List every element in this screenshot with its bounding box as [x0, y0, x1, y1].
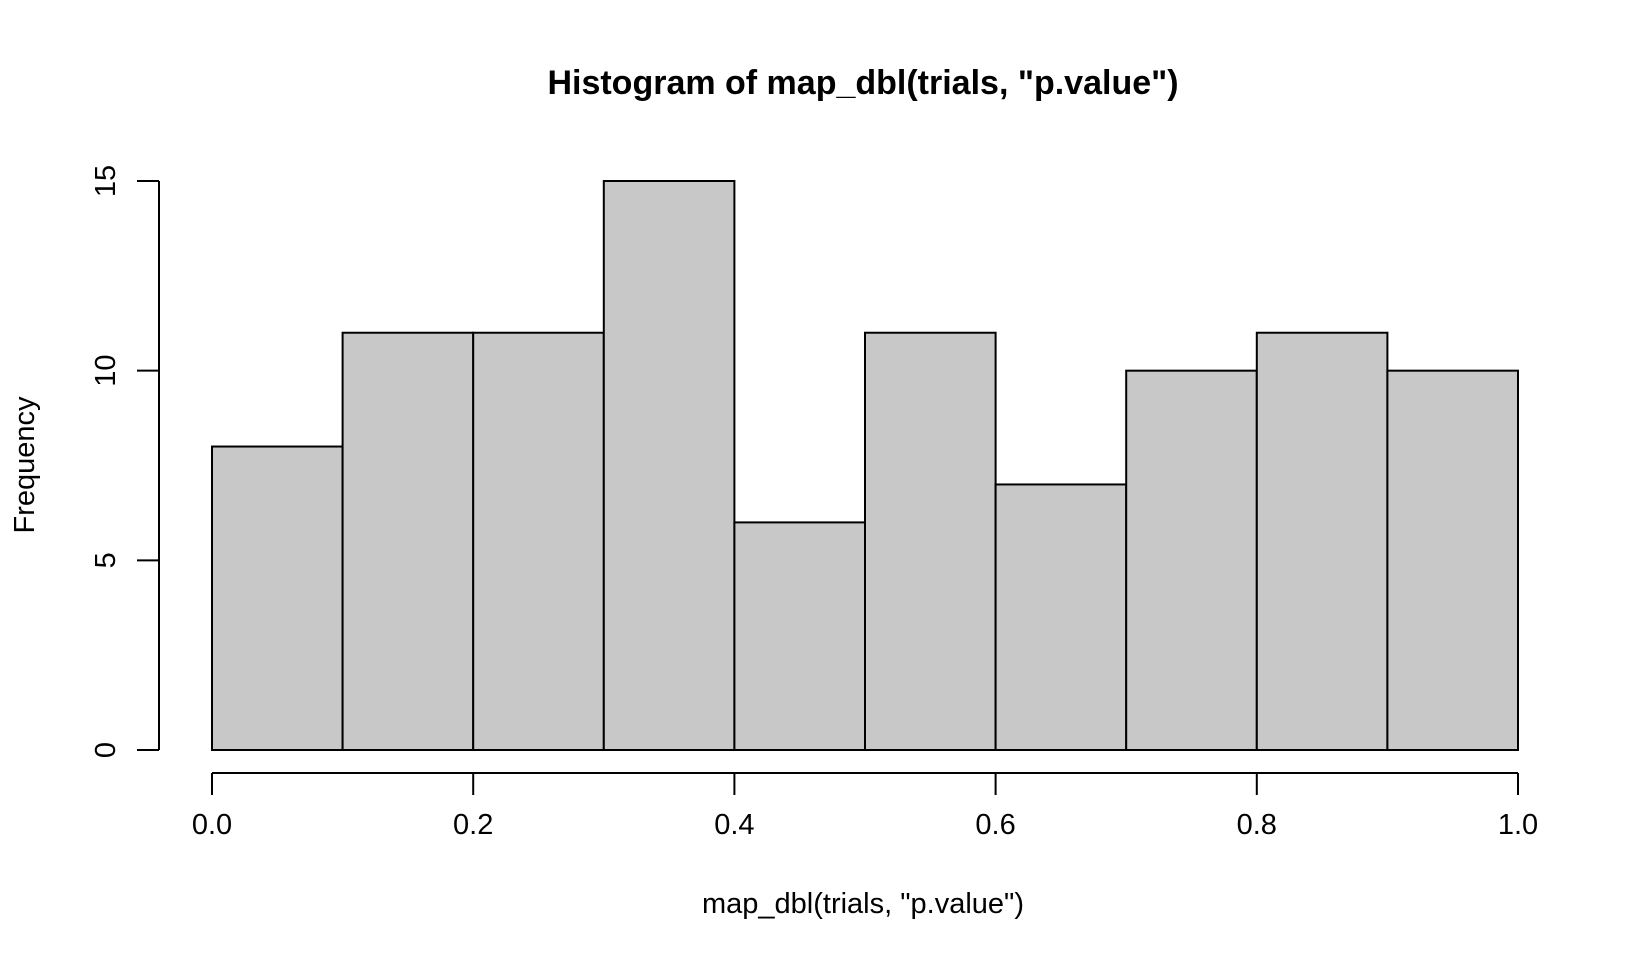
y-tick-label-3: 15	[90, 165, 122, 197]
chart-title: Histogram of map_dbl(trials, "p.value")	[547, 64, 1178, 102]
x-tick-label-4: 0.8	[1237, 809, 1277, 841]
histogram-bar-1	[341, 331, 475, 751]
y-tick-label-1: 5	[90, 552, 122, 568]
histogram-bar-8	[1255, 331, 1389, 751]
x-tick-label-1: 0.2	[453, 809, 493, 841]
histogram-bar-7	[1125, 369, 1258, 751]
y-tick-label-0: 0	[90, 742, 122, 758]
y-axis: 0 5 10 15	[90, 165, 160, 758]
y-axis-label: Frequency	[9, 396, 41, 534]
x-tick-label-5: 1.0	[1498, 809, 1538, 841]
histogram-bar-6	[994, 483, 1128, 751]
x-axis: 0.0 0.2 0.4 0.6 0.8 1.0	[192, 772, 1538, 841]
histogram-bar-9	[1386, 369, 1520, 751]
histogram-bar-3	[602, 180, 736, 751]
histogram-bar-0	[211, 445, 344, 751]
x-tick-label-0: 0.0	[192, 809, 232, 841]
x-axis-label: map_dbl(trials, "p.value")	[702, 888, 1024, 920]
x-tick-label-3: 0.6	[975, 809, 1015, 841]
bars-group	[211, 180, 1520, 752]
y-tick-label-2: 10	[90, 355, 122, 387]
histogram-bar-5	[864, 331, 997, 751]
histogram-bar-4	[733, 521, 867, 752]
x-tick-label-2: 0.4	[714, 809, 754, 841]
histogram-bar-2	[472, 331, 605, 751]
